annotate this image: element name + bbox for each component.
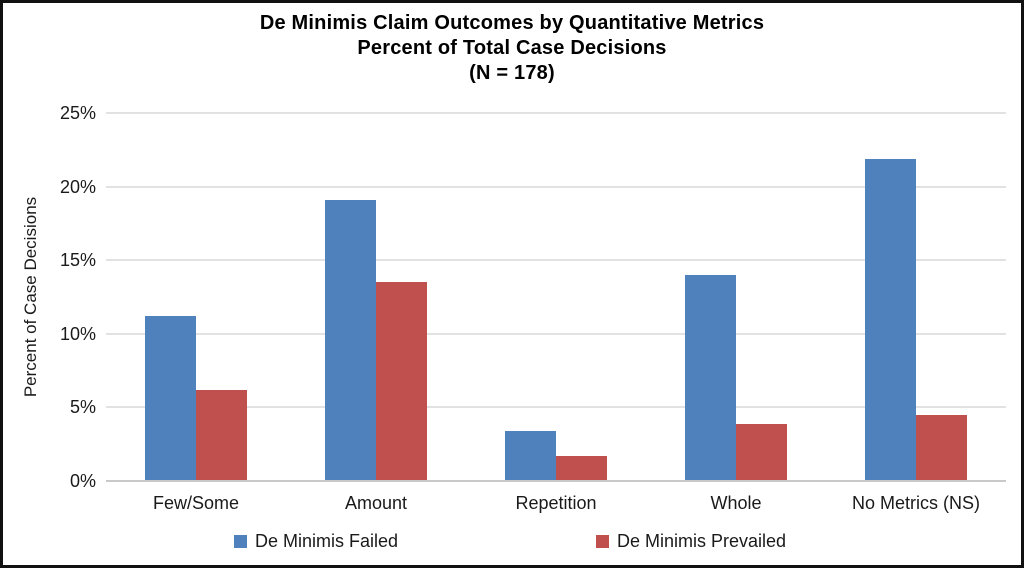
bar-de-minimis-failed-amount (325, 199, 376, 481)
y-axis-title: Percent of Case Decisions (21, 196, 40, 398)
bar-de-minimis-failed-few-some (145, 316, 196, 481)
bar-de-minimis-prevailed-repetition (556, 455, 607, 481)
y-tick-label: 15% (59, 250, 96, 271)
bar-de-minimis-prevailed-amount (376, 282, 427, 481)
bar-group-repetition (466, 113, 646, 481)
legend-item-de-minimis-failed: De Minimis Failed (234, 529, 398, 553)
chart-title: De Minimis Claim Outcomes by Quantitativ… (259, 12, 765, 34)
bar-de-minimis-failed-repetition (505, 430, 556, 481)
bar-group-few-some (106, 113, 286, 481)
chart-title-block: De Minimis Claim Outcomes by Quantitativ… (3, 11, 1021, 86)
x-tick-label-repetition: Repetition (515, 493, 597, 513)
gridline (106, 332, 1006, 335)
x-tick-label-no-metrics-ns: No Metrics (NS) (851, 493, 980, 513)
legend: De Minimis Failed De Minimis Prevailed (3, 529, 1021, 553)
chart-n-label: (N = 178) (469, 62, 555, 84)
legend-swatch-de-minimis-failed (234, 534, 247, 548)
y-tick-label: 20% (59, 176, 96, 197)
gridline (106, 259, 1006, 262)
gridline (106, 185, 1006, 188)
x-axis-line (106, 480, 1006, 482)
bar-group-amount (286, 113, 466, 481)
bar-group-whole (646, 113, 826, 481)
plot-area: Percent of Case Decisions 0% 5% 10% 15% 20% 2… (21, 103, 1006, 513)
bar-de-minimis-failed-no-metrics-ns (865, 158, 916, 481)
legend-label-de-minimis-prevailed: De Minimis Prevailed (617, 530, 787, 551)
legend-item-de-minimis-prevailed: De Minimis Prevailed (596, 529, 786, 553)
bar-de-minimis-failed-whole (685, 274, 736, 481)
bar-group-no-metrics-ns (826, 113, 1006, 481)
x-tick-label-few-some: Few/Some (152, 493, 240, 513)
legend-label-de-minimis-failed: De Minimis Failed (255, 530, 399, 551)
y-tick-label: 0% (69, 471, 96, 491)
x-tick-label-amount: Amount (344, 493, 408, 513)
legend-swatch-de-minimis-prevailed (596, 534, 609, 548)
y-tick-label: 25% (59, 103, 96, 123)
bar-de-minimis-prevailed-whole (736, 423, 787, 481)
y-tick-label: 5% (69, 397, 96, 418)
gridline (106, 406, 1006, 409)
bar-de-minimis-prevailed-few-some (196, 389, 247, 481)
y-tick-label: 10% (59, 323, 96, 344)
bar-de-minimis-prevailed-no-metrics-ns (916, 414, 967, 481)
gridline (106, 112, 1006, 114)
x-tick-label-whole: Whole (710, 493, 762, 513)
chart-subtitle: Percent of Total Case Decisions (357, 37, 667, 59)
